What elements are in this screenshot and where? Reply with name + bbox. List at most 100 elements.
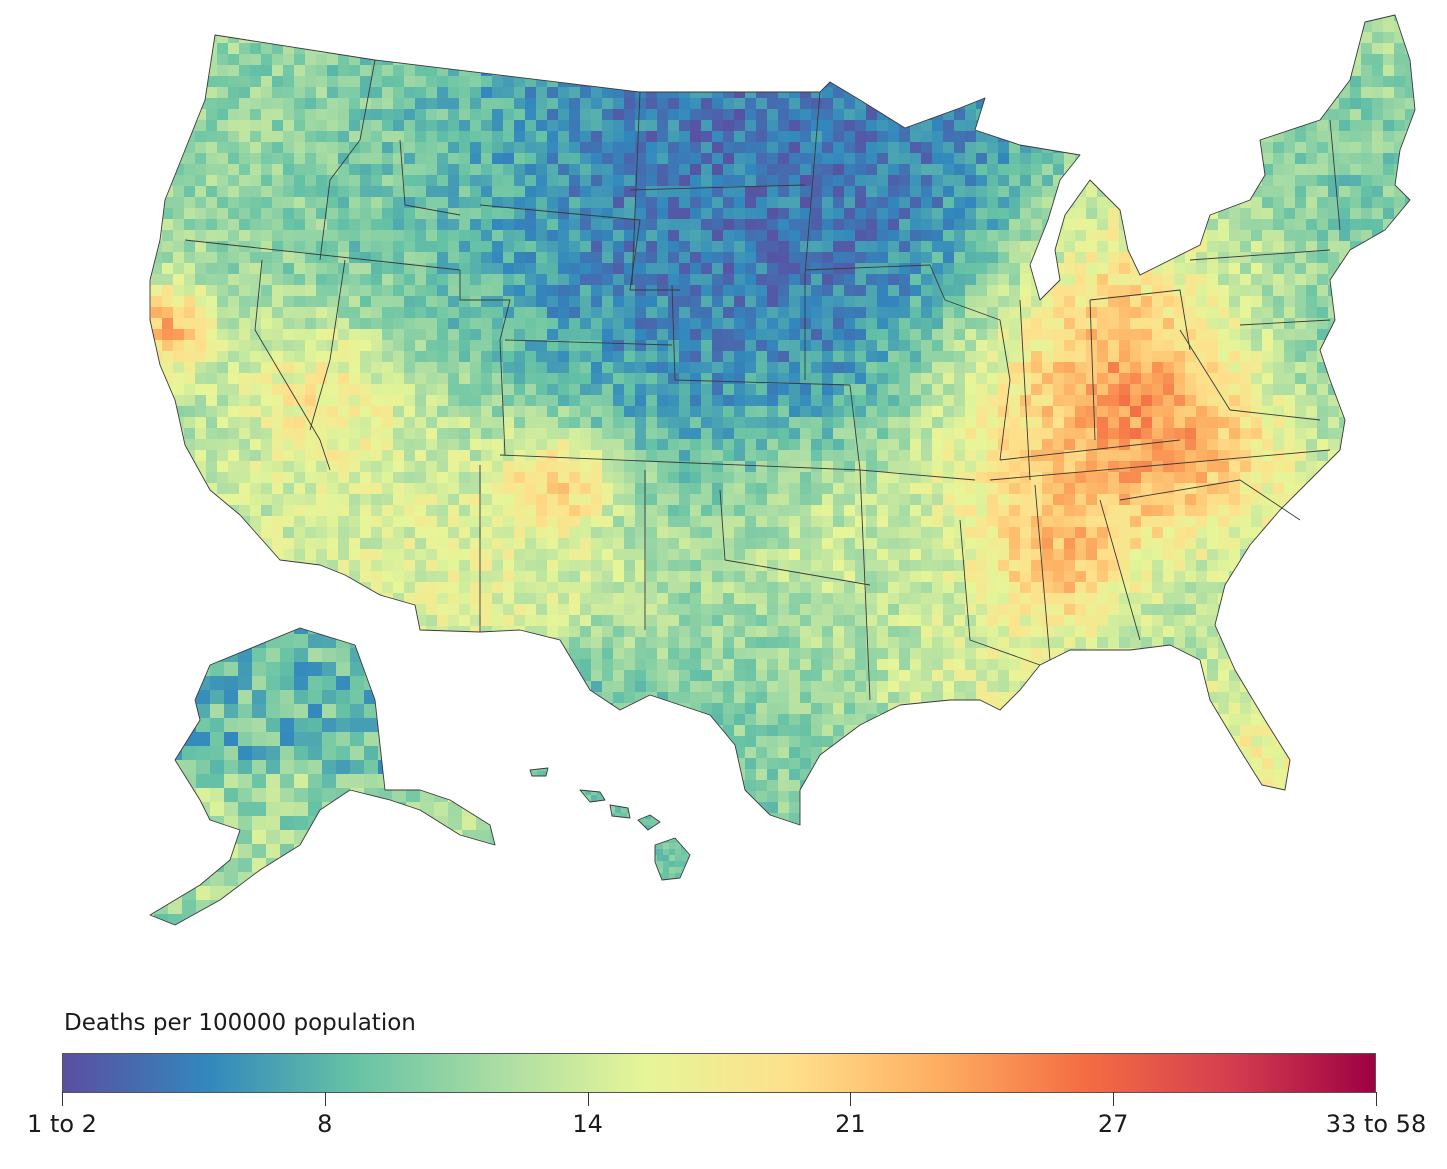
county-cell <box>976 21 988 36</box>
county-cell <box>217 15 232 22</box>
county-cell <box>1053 54 1067 67</box>
county-cell <box>448 439 460 451</box>
county-cell <box>1394 428 1409 441</box>
county-cell <box>1405 98 1415 111</box>
county-cell <box>415 120 429 133</box>
county-cell <box>1130 76 1145 90</box>
county-cell <box>503 21 516 36</box>
county-cell <box>558 21 570 36</box>
county-cell <box>151 32 163 44</box>
county-cell <box>1350 109 1362 122</box>
county-cell <box>1306 87 1320 102</box>
county-cell <box>910 65 924 79</box>
county-cell <box>921 87 933 100</box>
county-cell <box>1185 373 1197 385</box>
county-cell <box>1196 109 1211 124</box>
county-cell <box>943 76 955 88</box>
county-cell <box>1251 197 1263 209</box>
county-cell <box>1042 65 1055 80</box>
county-cell <box>1119 43 1131 57</box>
county-cell <box>393 32 405 45</box>
county-cell <box>712 131 726 144</box>
county-cell <box>228 43 242 56</box>
county-cell <box>1295 98 1307 111</box>
county-cell <box>1207 120 1222 135</box>
county-cell <box>624 472 636 484</box>
county-cell <box>338 208 350 220</box>
county-cell <box>338 87 351 100</box>
county-cell <box>646 230 658 242</box>
county-cell <box>701 32 715 45</box>
county-cell <box>987 153 1001 165</box>
county-cell <box>1229 175 1243 187</box>
county-cell <box>547 153 560 167</box>
county-cell <box>162 54 176 68</box>
county-cell <box>657 153 671 167</box>
county-cell <box>1251 15 1264 23</box>
county-cell <box>1141 428 1153 440</box>
county-cell <box>1328 65 1340 78</box>
county-cell <box>899 54 913 68</box>
county-cell <box>1416 98 1429 113</box>
county-cell <box>1196 43 1211 55</box>
county-cell <box>646 120 658 134</box>
county-cell <box>1042 219 1057 234</box>
county-cell <box>1306 65 1321 80</box>
county-cell <box>1053 131 1066 144</box>
county-cell <box>1251 32 1264 44</box>
county-cell <box>1405 362 1415 374</box>
county-cell <box>1218 15 1232 24</box>
county-cell <box>206 21 221 36</box>
county-cell <box>1317 307 1329 319</box>
county-cell <box>470 21 482 36</box>
county-cell <box>690 219 702 231</box>
county-cell <box>767 65 782 77</box>
county-cell <box>1295 109 1310 123</box>
county-cell <box>195 142 209 155</box>
county-cell <box>1240 21 1252 34</box>
county-cell <box>822 32 837 46</box>
county-cell <box>701 142 715 154</box>
county-cell <box>1372 395 1386 408</box>
county-cell <box>1163 329 1175 341</box>
county-cell <box>690 131 702 145</box>
county-cell <box>954 153 966 166</box>
county-cell <box>448 87 461 99</box>
county-cell <box>217 164 230 177</box>
county-cell <box>778 21 793 34</box>
county-cell <box>173 98 188 110</box>
county-cell <box>1273 65 1287 79</box>
county-cell <box>1152 109 1167 124</box>
county-cell <box>415 15 428 24</box>
county-cell <box>833 15 845 23</box>
county-cell <box>1141 15 1156 25</box>
county-cell <box>1207 109 1221 123</box>
county-cell <box>349 65 362 78</box>
county-cell <box>426 373 438 385</box>
county-cell <box>855 15 867 24</box>
county-cell <box>1284 76 1298 88</box>
county-cell <box>305 340 317 352</box>
county-cell <box>1097 15 1112 24</box>
county-cell <box>382 32 395 45</box>
county-cell <box>1394 395 1408 407</box>
county-cell <box>1372 296 1386 309</box>
county-cell <box>1394 120 1407 132</box>
county-cell <box>1196 15 1208 22</box>
county-cell <box>162 87 174 102</box>
county-cell <box>1174 87 1187 102</box>
county-cell <box>371 76 383 89</box>
county-cell <box>1207 32 1220 46</box>
county-cell <box>1218 461 1230 473</box>
county-cell <box>1328 285 1340 297</box>
county-cell <box>1306 351 1318 363</box>
county-cell <box>1372 263 1387 277</box>
county-cell <box>349 109 361 121</box>
county-cell <box>415 98 429 112</box>
county-cell <box>1361 318 1376 331</box>
county-cell <box>591 417 603 429</box>
county-cell <box>1174 65 1186 79</box>
county-cell <box>1361 252 1375 267</box>
county-cell <box>613 54 628 66</box>
county-cell <box>1174 164 1189 179</box>
